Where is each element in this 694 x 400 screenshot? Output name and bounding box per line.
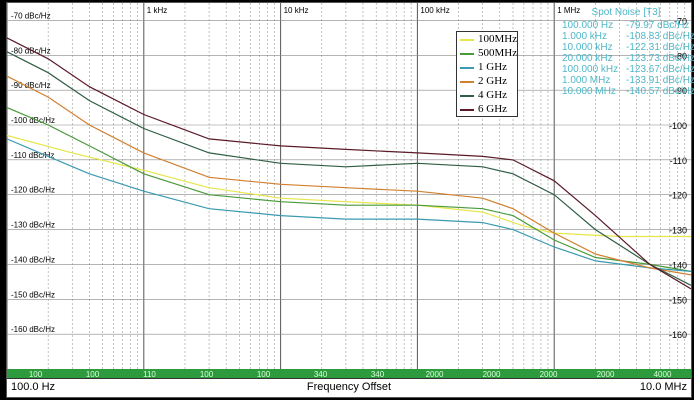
bottom-cell-label: 2000 (597, 370, 615, 379)
y-tick-label-right: -110 (670, 156, 687, 166)
x-tick-label: 10 kHz (284, 6, 309, 15)
spot-noise-title: Spot Noise [T3] (591, 7, 661, 18)
stop-frequency: 10.0 MHz (639, 381, 687, 393)
spot-noise-frequency: 100.000 kHz (562, 64, 619, 75)
y-tick-label: -150 dBc/Hz (11, 290, 55, 299)
series-line-100mhz (7, 134, 691, 238)
bottom-cell-label: 4000 (654, 370, 672, 379)
series-line-2-ghz (7, 75, 691, 276)
y-tick-label: -130 dBc/Hz (11, 221, 55, 230)
y-tick-label-right: -70 (674, 16, 687, 26)
legend-swatch (460, 109, 474, 111)
series-line-1-ghz (7, 138, 691, 272)
start-frequency: 100.0 Hz (11, 381, 56, 393)
spot-noise-value: -122.31 dBc/Hz (626, 42, 694, 53)
phase-noise-plot: -70 dBc/Hz -70 -80 dBc/Hz -80 -90 dBc/Hz -90-… (6, 2, 694, 398)
bottom-cell-label: 340 (371, 370, 385, 379)
legend-item: 100MHz (457, 33, 517, 46)
legend-swatch (460, 95, 474, 97)
legend-swatch (460, 81, 474, 83)
legend-item: 500MHz (457, 47, 517, 60)
y-tick-label: -160 dBc/Hz (11, 325, 55, 334)
spot-noise-frequency: 20.000 kHz (562, 53, 613, 64)
spot-noise-value: -140.57 dBc/Hz (626, 86, 694, 97)
y-tick-label: -110 dBc/Hz (11, 151, 54, 160)
y-tick-label-right: -160 (669, 330, 687, 340)
y-tick-label-right: -90 (674, 86, 687, 96)
bottom-strip (7, 369, 691, 379)
legend-swatch (460, 39, 474, 41)
y-tick-label: -120 dBc/Hz (11, 186, 55, 195)
y-tick-label-right: -120 (669, 191, 687, 201)
legend-label: 500MHz (478, 47, 518, 59)
x-tick-label: 1 MHz (557, 6, 580, 15)
x-tick-label: 100 kHz (420, 6, 449, 15)
y-tick-label-right: -150 (669, 295, 687, 305)
chart-svg: -70 dBc/Hz-70-80 dBc/Hz-80-90 dBc/Hz-90-… (7, 3, 691, 379)
legend-label: 4 GHz (478, 89, 508, 101)
bottom-cell-label: 110 (143, 370, 156, 379)
bottom-cell-label: 100 (29, 370, 43, 379)
bottom-cell-label: 100 (257, 370, 271, 379)
status-bar: 100.0 Hz Frequency Offset 10.0 MHz (7, 378, 691, 397)
spot-noise-frequency: 10.000 MHz (562, 86, 616, 97)
series-line-500mhz (7, 107, 691, 272)
spot-noise-value: -123.73 dBc/Hz (626, 53, 694, 64)
x-axis-title: Frequency Offset (306, 381, 392, 393)
bottom-cell-label: 2000 (426, 370, 444, 379)
spot-noise-frequency: 10.000 kHz (562, 42, 613, 53)
spot-noise-value: -79.97 dBc/Hz (626, 20, 690, 31)
legend-swatch (460, 67, 474, 69)
y-tick-label: -100 dBc/Hz (11, 116, 55, 125)
y-tick-label-right: -100 (669, 121, 687, 131)
spot-noise-value: -108.83 dBc/Hz (626, 31, 694, 42)
legend: 100MHz 500MHz 1 GHz 2 GHz 4 GHz 6 GHz (456, 31, 518, 117)
legend-label: 100MHz (478, 33, 518, 45)
bottom-cell-label: 100 (200, 370, 214, 379)
bottom-cell-label: 2000 (483, 370, 501, 379)
y-tick-label: -90 dBc/Hz (11, 81, 51, 90)
legend-swatch (460, 53, 474, 55)
y-tick-label-right: -140 (669, 260, 687, 270)
y-tick-label-right: -130 (669, 226, 687, 236)
bottom-cell-label: 100 (86, 370, 100, 379)
legend-label: 1 GHz (478, 61, 508, 73)
x-tick-label: 1 kHz (147, 6, 167, 15)
y-tick-label-right: -80 (674, 51, 687, 61)
spot-noise-frequency: 100.000 Hz (562, 20, 614, 31)
legend-item: 1 GHz (457, 61, 517, 74)
bottom-cell-label: 2000 (540, 370, 558, 379)
y-tick-label: -70 dBc/Hz (11, 11, 51, 20)
series-line-4-ghz (7, 51, 691, 286)
y-tick-label: -80 dBc/Hz (11, 46, 51, 55)
spot-noise-frequency: 1.000 MHz (562, 75, 611, 86)
legend-label: 6 GHz (478, 103, 508, 115)
bottom-cell-label: 340 (314, 370, 328, 379)
series-line-6-ghz (7, 37, 691, 290)
legend-item: 4 GHz (457, 89, 517, 102)
legend-label: 2 GHz (478, 75, 508, 87)
spot-noise-value: -133.91 dBc/Hz (626, 75, 694, 86)
y-tick-label: -140 dBc/Hz (11, 255, 55, 264)
legend-item: 2 GHz (457, 75, 517, 88)
legend-item: 6 GHz (457, 103, 517, 116)
spot-noise-value: -123.67 dBc/Hz (626, 64, 694, 75)
spot-noise-frequency: 1.000 kHz (562, 31, 608, 42)
